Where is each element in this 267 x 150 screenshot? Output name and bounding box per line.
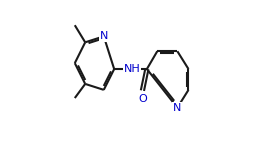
Text: N: N	[173, 103, 182, 113]
Text: O: O	[138, 94, 147, 104]
Text: NH: NH	[124, 64, 140, 74]
Text: N: N	[100, 31, 108, 41]
